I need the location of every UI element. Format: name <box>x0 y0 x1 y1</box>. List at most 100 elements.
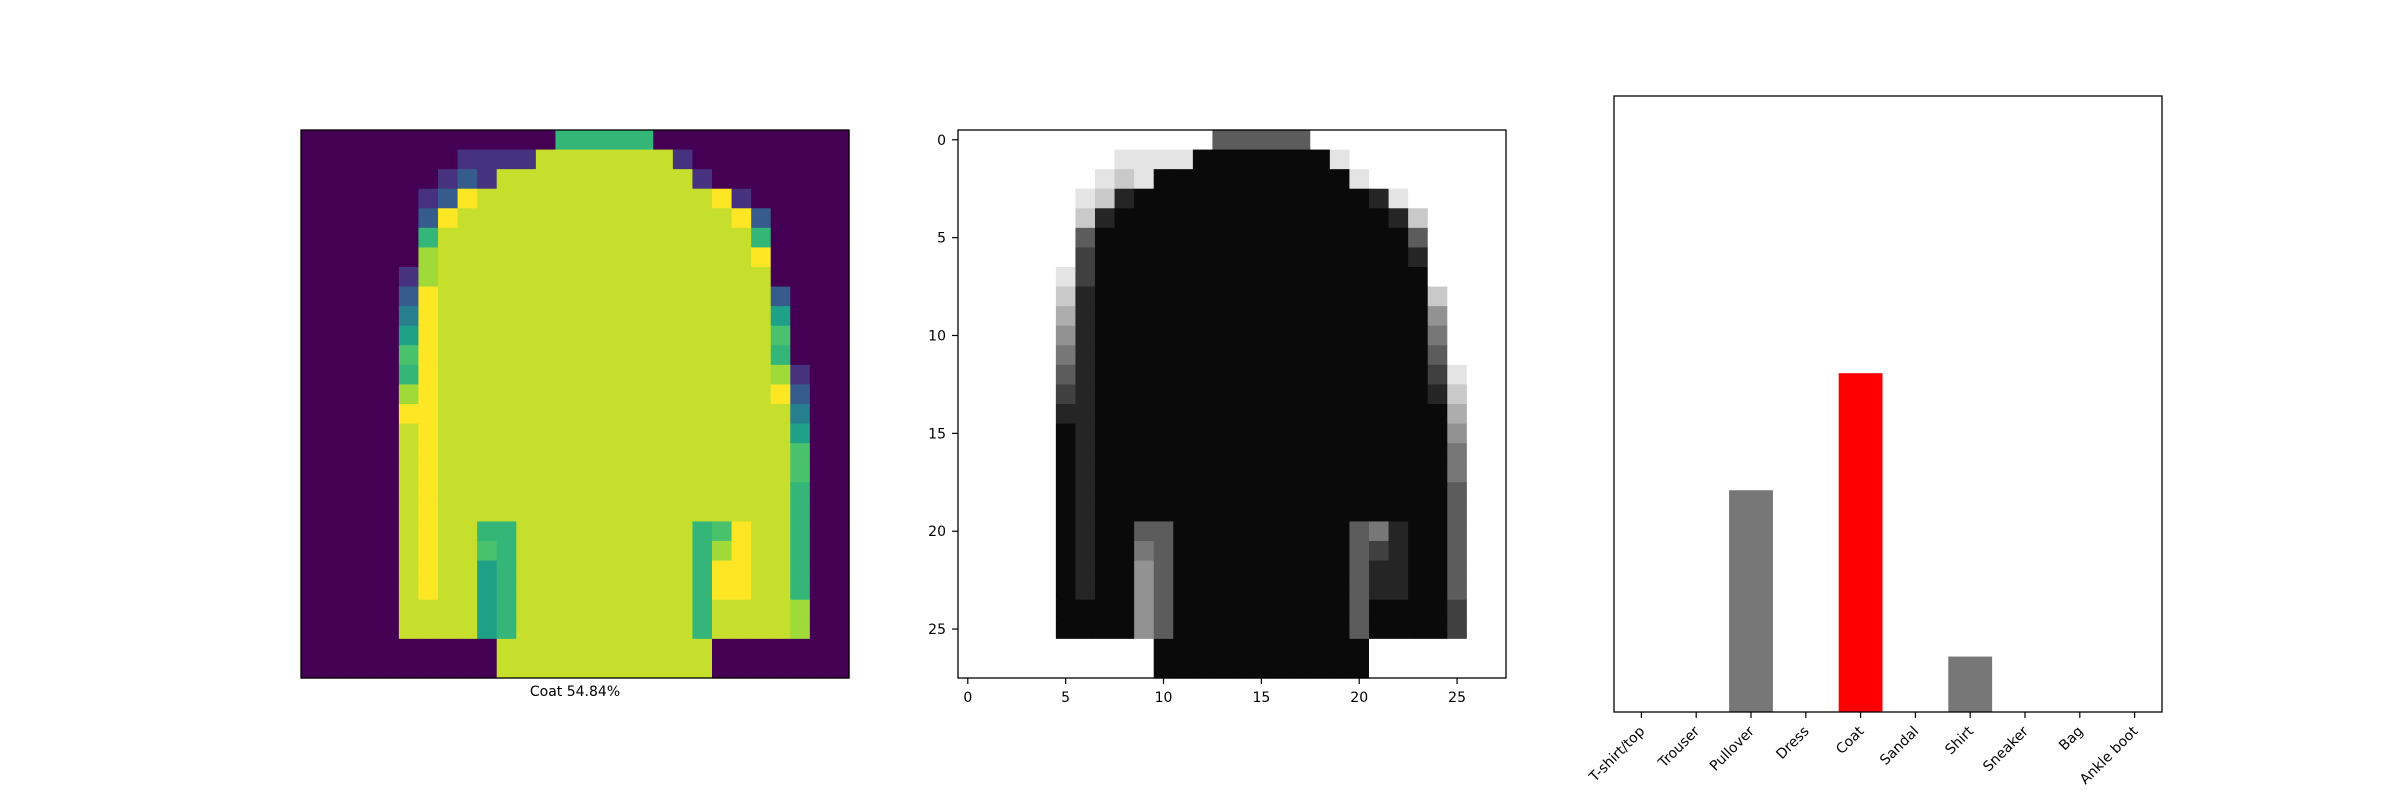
viridis-pixel <box>594 404 615 425</box>
viridis-pixel <box>496 247 517 268</box>
viridis-pixel <box>379 482 400 503</box>
viridis-pixel <box>633 482 654 503</box>
viridis-pixel <box>770 267 791 288</box>
viridis-pixel <box>575 462 596 483</box>
viridis-pixel <box>516 306 537 327</box>
viridis-pixel <box>712 599 733 620</box>
viridis-pixel <box>790 521 811 542</box>
viridis-pixel <box>555 541 576 562</box>
viridis-pixel <box>477 384 498 405</box>
viridis-pixel <box>790 560 811 581</box>
viridis-pixel <box>301 501 322 523</box>
viridis-pixel <box>359 208 380 229</box>
viridis-pixel <box>829 384 850 405</box>
viridis-pixel <box>809 599 831 620</box>
viridis-pixel <box>457 384 478 405</box>
viridis-pixel <box>653 130 674 151</box>
viridis-pixel <box>692 227 713 249</box>
viridis-pixel <box>418 149 439 170</box>
viridis-pixel <box>535 423 557 444</box>
viridis-pixel <box>418 482 439 503</box>
viridis-pixel <box>653 384 674 405</box>
viridis-pixel <box>692 560 713 581</box>
viridis-pixel <box>731 580 752 601</box>
viridis-pixel <box>359 227 380 249</box>
viridis-pixel <box>653 208 674 229</box>
viridis-pixel <box>555 227 576 249</box>
viridis-pixel <box>614 638 635 660</box>
viridis-pixel <box>653 306 674 327</box>
viridis-pixel <box>340 247 361 268</box>
viridis-pixel <box>633 521 654 542</box>
viridis-pixel <box>575 345 596 366</box>
viridis-pixel <box>340 208 361 229</box>
viridis-pixel <box>418 599 439 620</box>
viridis-pixel <box>594 482 615 503</box>
viridis-pixel <box>790 247 811 268</box>
viridis-pixel <box>359 560 380 581</box>
viridis-pixel <box>457 521 478 542</box>
viridis-pixel <box>398 560 420 581</box>
viridis-pixel <box>731 130 752 151</box>
viridis-pixel <box>457 482 478 503</box>
viridis-pixel <box>731 169 752 190</box>
viridis-pixel <box>712 658 733 679</box>
viridis-pixel <box>770 227 791 249</box>
viridis-pixel <box>712 267 733 288</box>
viridis-pixel <box>653 149 674 170</box>
viridis-pixel <box>340 306 361 327</box>
viridis-pixel <box>790 462 811 483</box>
viridis-pixel <box>594 188 615 209</box>
viridis-pixel <box>301 619 322 640</box>
viridis-pixel <box>340 423 361 444</box>
viridis-pixel <box>457 364 478 386</box>
viridis-pixel <box>535 404 557 425</box>
viridis-pixel <box>829 267 850 288</box>
viridis-pixel <box>418 306 439 327</box>
viridis-pixel <box>614 482 635 503</box>
viridis-pixel <box>633 188 654 209</box>
viridis-pixel <box>457 462 478 483</box>
viridis-pixel <box>751 521 772 542</box>
viridis-pixel <box>829 521 850 542</box>
viridis-pixel <box>535 345 557 366</box>
viridis-pixel <box>496 501 517 523</box>
viridis-pixel <box>340 149 361 170</box>
viridis-pixel <box>398 345 420 366</box>
viridis-pixel <box>555 384 576 405</box>
viridis-pixel <box>672 188 694 209</box>
viridis-pixel <box>340 462 361 483</box>
viridis-pixel <box>320 404 341 425</box>
viridis-pixel <box>535 267 557 288</box>
viridis-pixel <box>692 404 713 425</box>
viridis-pixel <box>653 325 674 346</box>
viridis-pixel <box>438 267 459 288</box>
viridis-pixel <box>770 364 791 386</box>
viridis-pixel <box>516 462 537 483</box>
viridis-pixel <box>320 149 341 170</box>
viridis-pixel <box>320 462 341 483</box>
viridis-pixel <box>809 541 831 562</box>
viridis-pixel <box>575 580 596 601</box>
viridis-pixel <box>790 169 811 190</box>
viridis-pixel <box>731 247 752 268</box>
viridis-pixel <box>496 619 517 640</box>
viridis-pixel <box>672 169 694 190</box>
viridis-pixel <box>340 560 361 581</box>
viridis-pixel <box>438 286 459 307</box>
viridis-pixel <box>535 599 557 620</box>
viridis-pixel <box>555 482 576 503</box>
viridis-pixel <box>653 345 674 366</box>
viridis-pixel <box>692 247 713 268</box>
viridis-pixel <box>594 364 615 386</box>
viridis-pixel <box>398 638 420 660</box>
viridis-pixel <box>712 619 733 640</box>
viridis-pixel <box>751 188 772 209</box>
viridis-pixel <box>359 619 380 640</box>
viridis-pixel <box>438 462 459 483</box>
viridis-pixel <box>770 325 791 346</box>
viridis-pixel <box>477 345 498 366</box>
viridis-pixel <box>496 306 517 327</box>
viridis-pixel <box>633 364 654 386</box>
viridis-pixel <box>653 227 674 249</box>
